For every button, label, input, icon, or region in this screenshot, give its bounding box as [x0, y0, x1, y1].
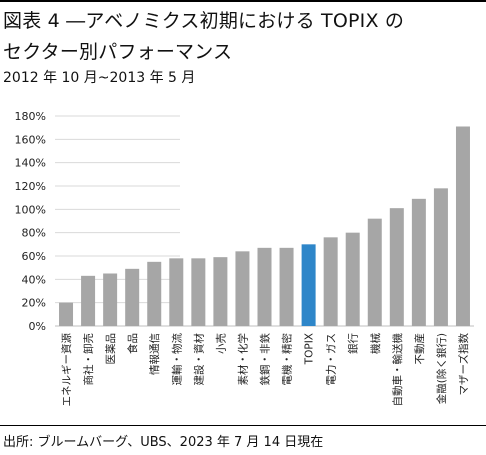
- x-tick-label: 自動車・輸送機: [391, 333, 404, 407]
- bar: [125, 268, 140, 326]
- x-tick-label: TOPIX: [304, 333, 316, 365]
- bottom-rule: [0, 425, 486, 426]
- y-tick-label: 180%: [15, 110, 46, 123]
- bar: [367, 218, 382, 326]
- x-tick-label: マザーズ指数: [457, 333, 470, 396]
- x-tick-label: 運輸・物流: [170, 333, 183, 386]
- x-tick-label: 建設・資材: [192, 333, 205, 386]
- bar: [411, 198, 426, 326]
- bar: [433, 188, 448, 326]
- bar: [455, 126, 470, 326]
- bar: [213, 257, 228, 326]
- y-tick-label: 140%: [15, 157, 46, 170]
- x-tick-label: エネルギー資源: [60, 333, 73, 407]
- x-tick-label: 電機・精密: [281, 333, 294, 386]
- title-line-1: 図表 4 ―アベノミクス初期における TOPIX の: [3, 10, 405, 32]
- bar: [103, 273, 118, 326]
- y-tick-label: 100%: [15, 203, 46, 216]
- x-tick-label: 素材・化学: [236, 333, 249, 386]
- bar: [345, 232, 360, 326]
- bar: [235, 251, 250, 326]
- y-tick-label: 40%: [22, 273, 46, 286]
- bar: [169, 258, 184, 326]
- bar: [81, 275, 96, 326]
- x-tick-label: 鉄鋼・非鉄: [259, 333, 272, 386]
- top-rule: [0, 0, 486, 2]
- x-tick-label: 金融(除く銀行): [435, 333, 448, 404]
- bar: [257, 247, 272, 326]
- y-tick-label: 60%: [22, 250, 46, 263]
- y-tick-label: 160%: [15, 133, 46, 146]
- x-tick-label: 銀行: [347, 333, 360, 354]
- bar: [191, 258, 206, 326]
- bar: [301, 244, 316, 326]
- y-tick-label: 20%: [22, 297, 46, 310]
- y-tick-label: 120%: [15, 180, 46, 193]
- source-note: 出所: ブルームバーグ、UBS、2023 年 7 月 14 日現在: [3, 435, 324, 450]
- x-tick-label: 医薬品: [105, 333, 117, 365]
- chart-subtitle: 2012 年 10 月~2013 年 5 月: [3, 70, 196, 86]
- y-tick-label: 0%: [29, 320, 46, 333]
- x-tick-label: 商社・卸売: [82, 333, 95, 386]
- y-tick-label: 80%: [22, 227, 46, 240]
- x-tick-label: 小売: [214, 333, 227, 354]
- bar: [147, 261, 162, 326]
- x-tick-label: 情報通信: [148, 333, 161, 375]
- x-tick-label: 食品: [126, 333, 139, 354]
- title-line-2: セクター別パフォーマンス: [3, 41, 233, 63]
- bar: [279, 247, 294, 326]
- x-tick-label: 不動産: [413, 333, 426, 365]
- x-tick-label: 機械: [369, 333, 382, 354]
- bar: [59, 302, 74, 326]
- bar: [389, 208, 404, 326]
- bar: [323, 237, 338, 326]
- chart-title: 図表 4 ―アベノミクス初期における TOPIX の セクター別パフォーマンス: [3, 6, 404, 68]
- x-tick-label: 電力・ガス: [325, 333, 338, 386]
